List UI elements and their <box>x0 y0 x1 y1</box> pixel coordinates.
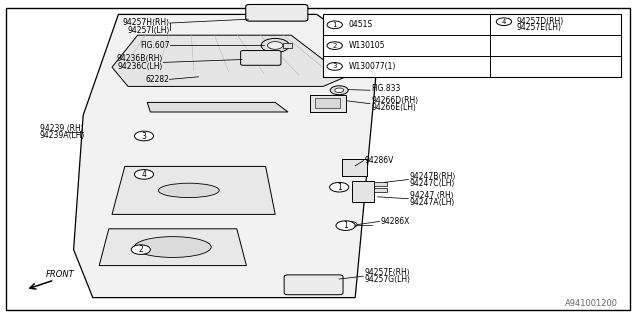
Text: 94247 ⟨RH⟩: 94247 ⟨RH⟩ <box>410 191 453 200</box>
FancyBboxPatch shape <box>241 51 281 65</box>
Polygon shape <box>112 166 275 214</box>
Text: 94257I⟨LH⟩: 94257I⟨LH⟩ <box>127 26 170 35</box>
Text: 94286X: 94286X <box>381 217 410 226</box>
Text: FIG.607: FIG.607 <box>140 41 170 50</box>
Circle shape <box>335 88 344 92</box>
Circle shape <box>268 42 283 49</box>
FancyBboxPatch shape <box>284 275 343 295</box>
Text: 94257D(RH): 94257D(RH) <box>516 17 564 26</box>
Polygon shape <box>99 229 246 266</box>
Text: W130077(1): W130077(1) <box>349 62 396 71</box>
Circle shape <box>134 170 154 179</box>
Text: 94247C⟨LH⟩: 94247C⟨LH⟩ <box>410 179 455 188</box>
Circle shape <box>344 221 357 228</box>
Polygon shape <box>74 14 378 298</box>
Bar <box>283 43 292 48</box>
Bar <box>374 188 387 192</box>
Text: 94239A⟨LH⟩: 94239A⟨LH⟩ <box>40 131 85 140</box>
Text: 94266D⟨RH⟩: 94266D⟨RH⟩ <box>371 96 419 105</box>
Ellipse shape <box>158 183 219 197</box>
Text: 94236B⟨RH⟩: 94236B⟨RH⟩ <box>116 54 163 63</box>
Text: 62282: 62282 <box>146 75 170 84</box>
Text: 94286V: 94286V <box>365 156 394 164</box>
Text: 2: 2 <box>333 43 337 49</box>
Text: 94236C⟨LH⟩: 94236C⟨LH⟩ <box>118 62 163 71</box>
Text: 4: 4 <box>502 19 506 25</box>
Text: 94247B⟨RH⟩: 94247B⟨RH⟩ <box>410 172 456 180</box>
Text: 94257H⟨RH⟩: 94257H⟨RH⟩ <box>122 18 170 27</box>
Text: 1: 1 <box>337 183 342 192</box>
FancyBboxPatch shape <box>246 4 308 21</box>
Circle shape <box>134 131 154 141</box>
Text: 3: 3 <box>332 63 337 69</box>
Text: 1: 1 <box>343 221 348 230</box>
Ellipse shape <box>134 237 211 257</box>
Text: W130105: W130105 <box>349 41 385 50</box>
Text: 94239 ⟨RH⟩: 94239 ⟨RH⟩ <box>40 124 83 132</box>
Circle shape <box>327 63 342 70</box>
Circle shape <box>336 221 355 230</box>
Circle shape <box>327 42 342 50</box>
Circle shape <box>330 86 348 95</box>
Circle shape <box>496 18 511 26</box>
Text: 0451S: 0451S <box>349 20 373 29</box>
Text: 2: 2 <box>138 245 143 254</box>
Polygon shape <box>147 102 288 112</box>
Text: 3: 3 <box>141 132 147 140</box>
Bar <box>315 98 340 108</box>
Text: FIG.833: FIG.833 <box>371 84 401 93</box>
Text: 1: 1 <box>332 22 337 28</box>
Polygon shape <box>112 35 346 86</box>
FancyBboxPatch shape <box>352 181 374 202</box>
FancyBboxPatch shape <box>310 95 346 112</box>
Text: 94257E(LH): 94257E(LH) <box>516 23 562 32</box>
Text: 4: 4 <box>141 170 147 179</box>
Circle shape <box>131 245 150 254</box>
Bar <box>374 182 387 186</box>
Bar <box>323 14 621 77</box>
Text: 94257F⟨RH⟩: 94257F⟨RH⟩ <box>365 268 410 277</box>
Text: 94266E⟨LH⟩: 94266E⟨LH⟩ <box>371 103 416 112</box>
Circle shape <box>327 21 342 29</box>
Text: 94247A⟨LH⟩: 94247A⟨LH⟩ <box>410 198 455 207</box>
FancyBboxPatch shape <box>342 159 367 176</box>
Circle shape <box>261 38 289 52</box>
Text: 94257G⟨LH⟩: 94257G⟨LH⟩ <box>365 275 411 284</box>
Circle shape <box>330 182 349 192</box>
Text: FRONT: FRONT <box>46 270 75 279</box>
Text: A941001200: A941001200 <box>564 299 618 308</box>
